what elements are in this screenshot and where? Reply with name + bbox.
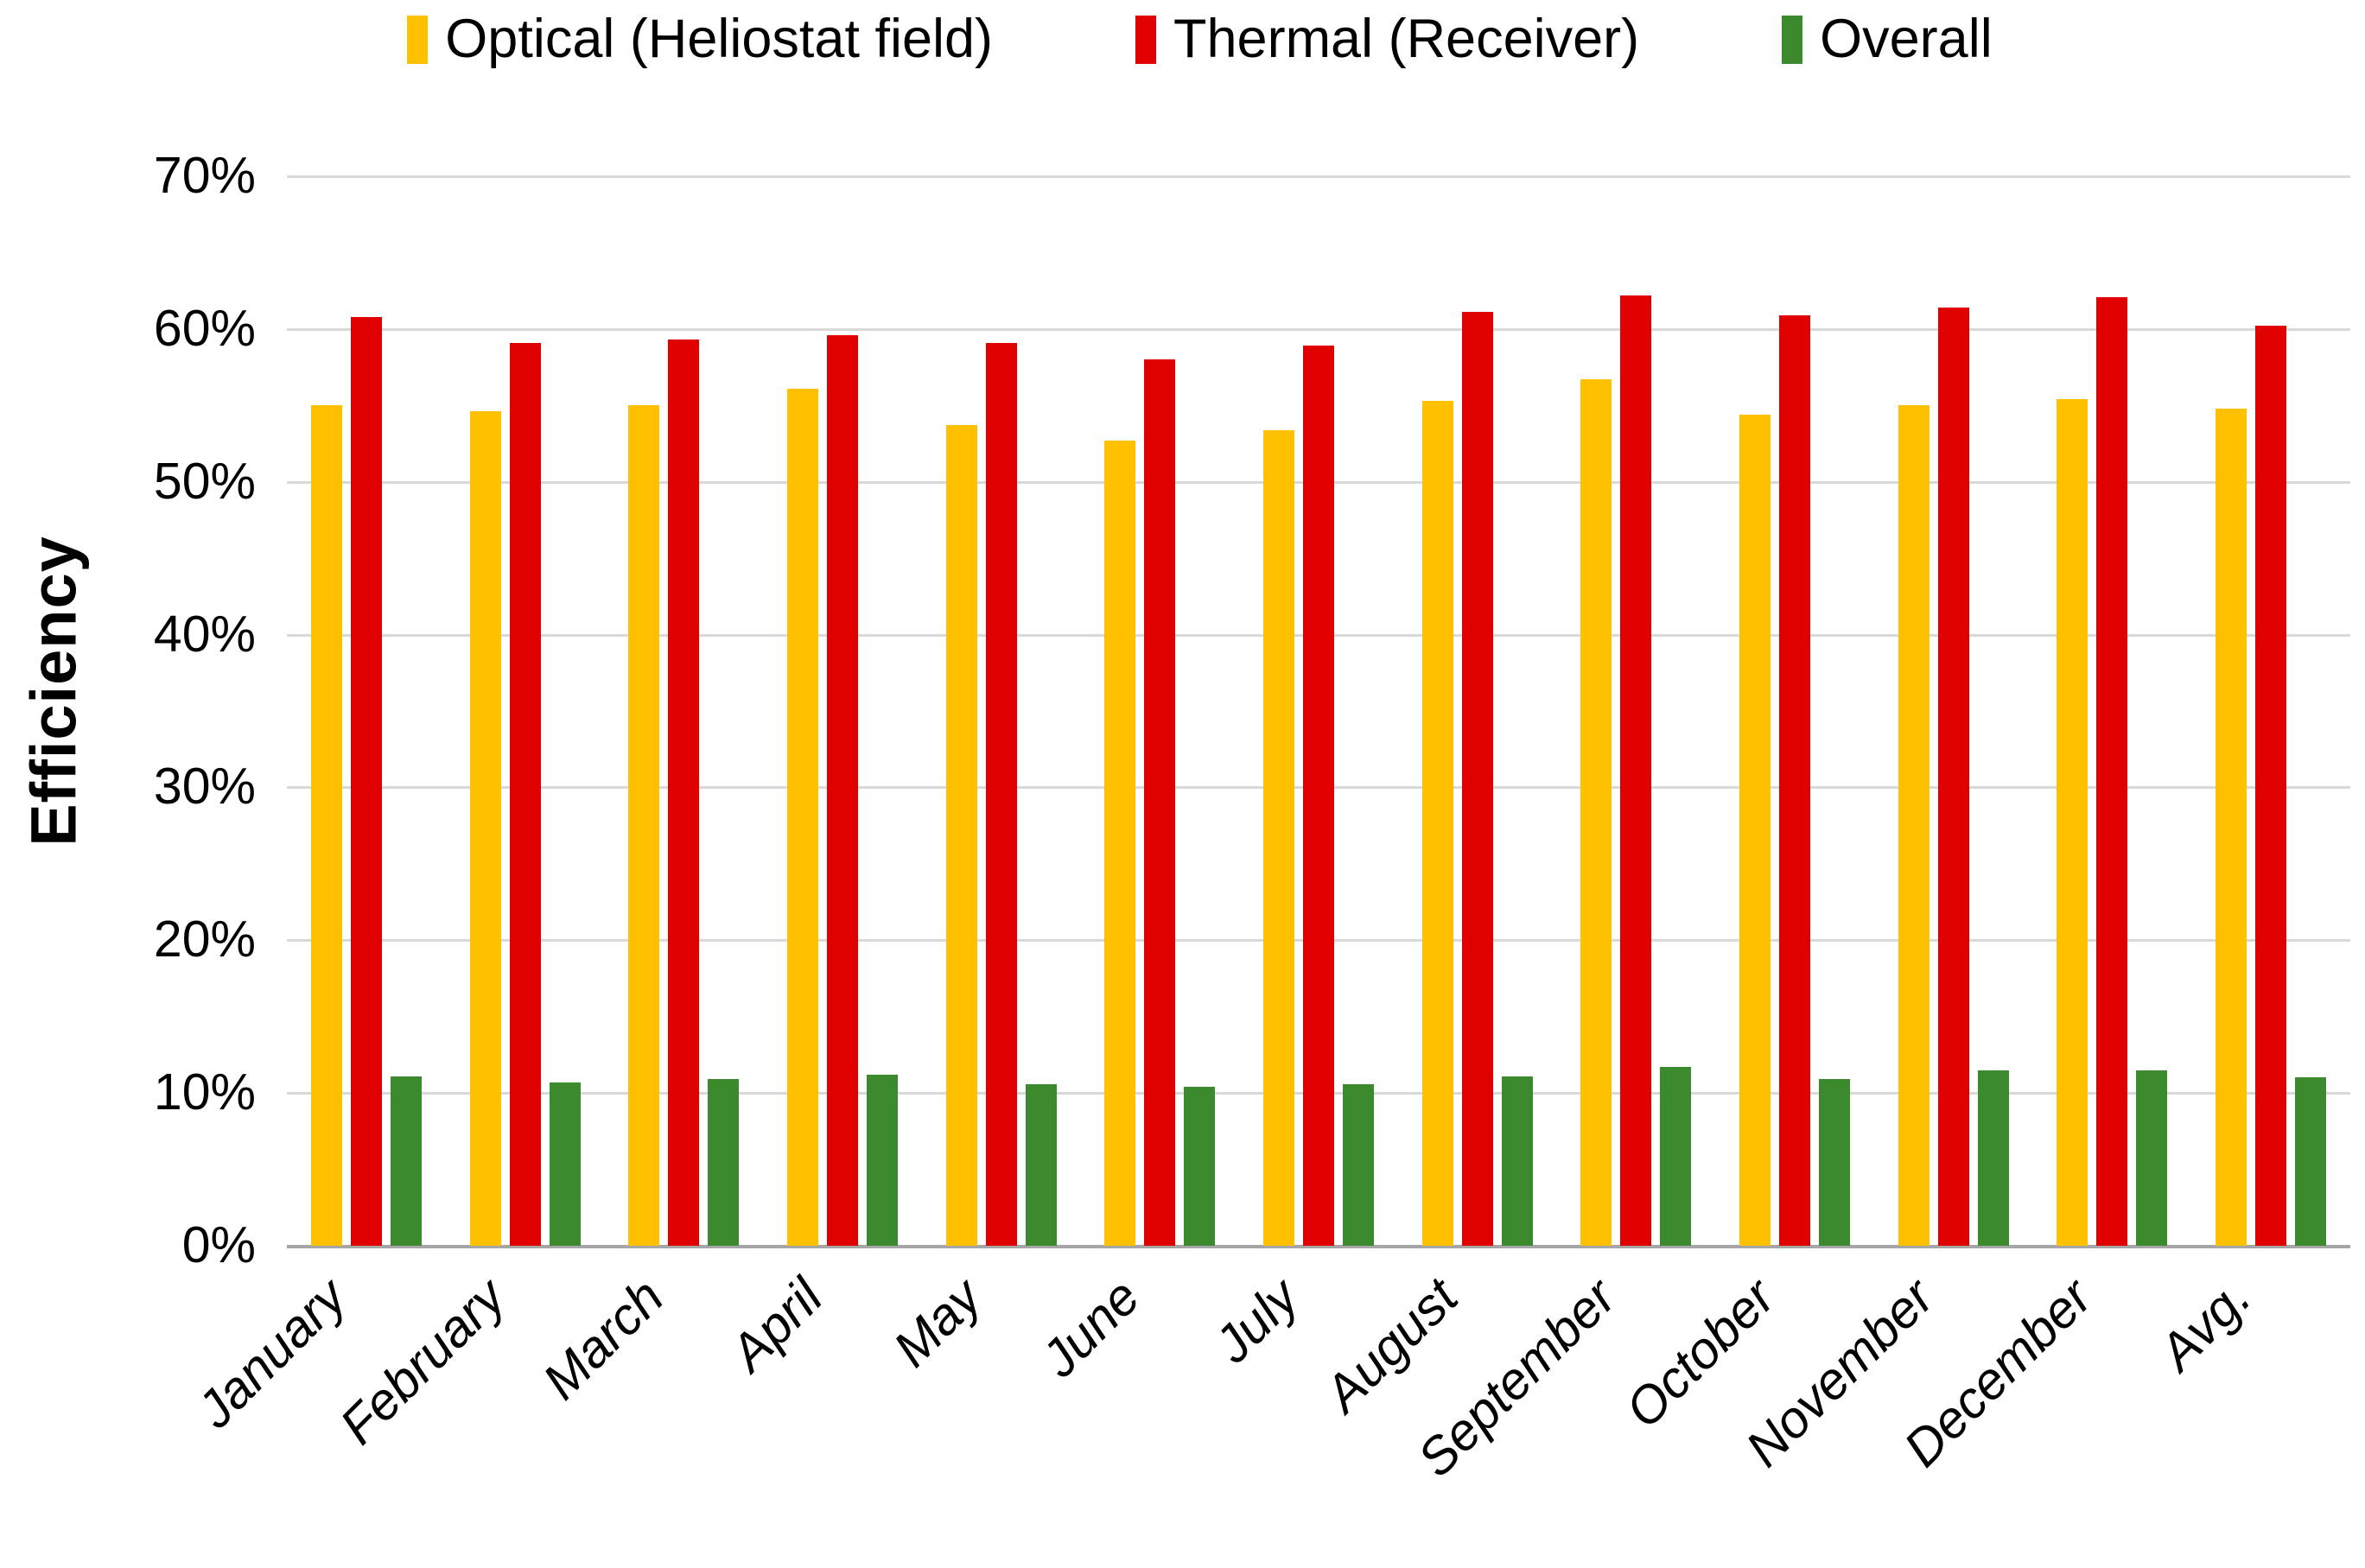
y-tick-label: 20% (153, 911, 256, 968)
bar-optical-november (1898, 405, 1930, 1246)
legend-item-thermal: Thermal (Receiver) (1135, 12, 1639, 67)
x-tick-label: July (1203, 1267, 1310, 1374)
bar-overall-march (708, 1079, 740, 1246)
bar-overall-may (1025, 1083, 1057, 1246)
legend: Optical (Heliostat field) Thermal (Recei… (0, 12, 2365, 67)
bar-overall-august (1501, 1076, 1533, 1246)
y-tick-label: 50% (153, 452, 256, 510)
bar-optical-june (1104, 440, 1136, 1246)
bar-thermal-february (509, 342, 541, 1246)
bar-thermal-august (1461, 312, 1493, 1246)
bar-optical-september (1580, 379, 1612, 1246)
x-tick-label: February (327, 1267, 517, 1456)
legend-label-overall: Overall (1820, 9, 1993, 69)
legend-item-overall: Overall (1782, 12, 1993, 67)
bar-overall-september (1660, 1067, 1692, 1246)
bar-thermal-avg (2255, 326, 2287, 1246)
bar-thermal-may (985, 342, 1017, 1246)
bar-optical-august (1421, 400, 1453, 1246)
bar-overall-april (866, 1074, 898, 1246)
bar-group-february (446, 176, 605, 1246)
bar-group-july (1239, 176, 1398, 1246)
bar-overall-october (1819, 1079, 1851, 1246)
bar-thermal-september (1620, 295, 1652, 1246)
y-tick-label: 10% (153, 1063, 256, 1121)
bar-group-may (922, 176, 1081, 1246)
bar-optical-april (786, 388, 818, 1246)
bar-thermal-march (668, 340, 700, 1246)
gridline (287, 1245, 2350, 1248)
legend-swatch-overall-icon (1782, 15, 1803, 64)
bar-thermal-december (2096, 296, 2128, 1246)
legend-swatch-optical-icon (407, 15, 429, 64)
x-tick-label: March (531, 1267, 675, 1411)
bar-overall-july (1342, 1083, 1374, 1246)
x-tick-label: August (1313, 1267, 1469, 1423)
bar-optical-february (469, 411, 501, 1246)
x-tick-label: April (719, 1267, 834, 1382)
bar-overall-november (1977, 1070, 2009, 1246)
bar-group-december (2033, 176, 2192, 1246)
bar-thermal-july (1302, 346, 1334, 1246)
gridline (287, 327, 2350, 331)
bar-optical-december (2057, 399, 2088, 1246)
y-tick-label: 70% (153, 147, 256, 204)
bar-optical-avg (2216, 408, 2247, 1246)
bar-optical-july (1262, 429, 1294, 1246)
y-tick-label: 30% (153, 758, 256, 816)
y-tick-label: 40% (153, 605, 256, 663)
bar-group-october (1715, 176, 1874, 1246)
bar-group-avg (2191, 176, 2350, 1246)
bar-overall-june (1184, 1087, 1216, 1246)
bar-overall-december (2136, 1070, 2168, 1246)
bar-overall-january (390, 1076, 422, 1246)
bar-overall-avg (2295, 1077, 2327, 1246)
plot-area (287, 175, 2350, 1248)
bar-group-march (604, 176, 763, 1246)
y-tick-label: 60% (153, 299, 256, 357)
bar-optical-may (945, 425, 977, 1246)
bar-group-august (1398, 176, 1557, 1246)
legend-label-optical: Optical (Heliostat field) (445, 9, 994, 69)
bar-thermal-november (1937, 308, 1969, 1246)
bar-thermal-october (1779, 314, 1811, 1246)
bar-group-november (1874, 176, 2033, 1246)
bar-group-september (1557, 176, 1716, 1246)
bar-group-april (763, 176, 922, 1246)
legend-item-optical: Optical (Heliostat field) (407, 12, 993, 67)
bar-overall-february (549, 1082, 581, 1246)
gridline (287, 175, 2350, 178)
bar-optical-january (310, 405, 342, 1246)
legend-swatch-thermal-icon (1135, 15, 1157, 64)
x-tick-label: May (881, 1267, 993, 1378)
x-tick-label: June (1030, 1267, 1151, 1388)
bar-thermal-april (826, 334, 858, 1246)
bar-group-january (287, 176, 446, 1246)
bar-thermal-january (350, 316, 382, 1246)
bar-optical-october (1739, 414, 1771, 1246)
bar-optical-march (628, 405, 660, 1246)
x-tick-label: Avg. (2148, 1267, 2262, 1381)
y-tick-label: 0% (181, 1216, 256, 1273)
legend-label-thermal: Thermal (Receiver) (1173, 9, 1640, 69)
bar-thermal-june (1144, 359, 1176, 1246)
bar-group-june (1080, 176, 1239, 1246)
